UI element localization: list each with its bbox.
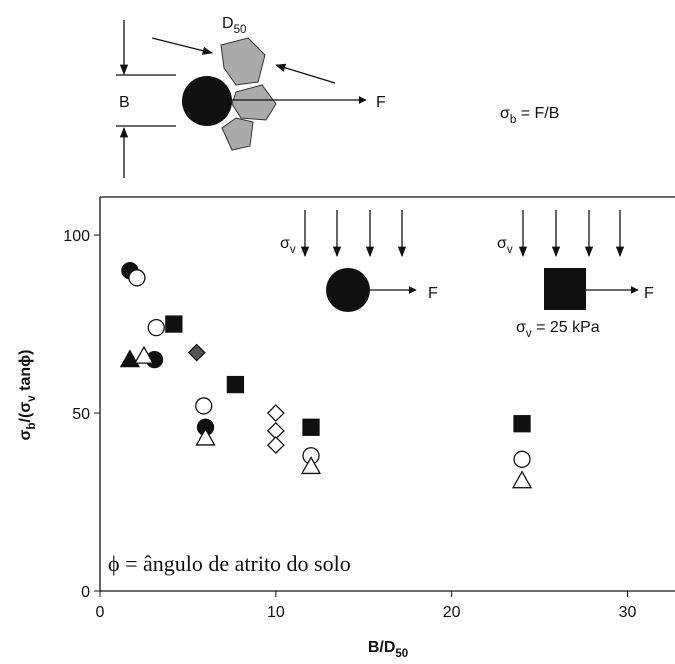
marker — [300, 456, 322, 475]
text-part: σ — [516, 319, 526, 336]
width-label: B — [119, 94, 130, 111]
text-part: 50 — [234, 24, 247, 36]
axes — [99, 196, 675, 592]
marker — [195, 397, 213, 415]
force-label: F — [376, 94, 386, 111]
marker — [513, 450, 531, 468]
text-part: v — [26, 395, 38, 402]
marker — [165, 315, 183, 333]
size-label: D50 — [222, 15, 246, 36]
stress-label: σv — [280, 235, 296, 256]
x-tick-label: 0 — [96, 604, 105, 621]
text-part: = F/B — [516, 105, 559, 122]
inset-circle — [300, 210, 417, 312]
text-part: σ — [280, 235, 290, 252]
text-part: = 25 kPa — [532, 319, 600, 336]
marker — [133, 345, 155, 364]
marker — [302, 418, 320, 436]
text-part: b — [510, 114, 516, 126]
text-part: D — [222, 15, 234, 32]
marker — [266, 436, 285, 454]
inset-square — [518, 210, 639, 310]
text-part: σ — [497, 235, 507, 252]
marker — [187, 343, 206, 362]
force-label: F — [428, 285, 438, 302]
text-part: B/D — [368, 639, 396, 656]
text-part: 50 — [395, 648, 408, 660]
marker — [119, 349, 141, 368]
text-part: σ — [500, 105, 510, 122]
note: ϕ = ângulo de atrito do solo — [108, 551, 351, 576]
marker — [266, 404, 285, 422]
marker — [195, 427, 216, 446]
text-part: v — [507, 244, 513, 256]
x-tick-label: 10 — [267, 604, 285, 621]
marker — [511, 470, 533, 489]
text-part: /(σ — [17, 402, 34, 423]
stress-label: σv — [497, 235, 513, 256]
marker — [226, 375, 245, 394]
x-tick-label: 20 — [443, 604, 461, 621]
y-tick-label: 50 — [72, 406, 90, 423]
text-part: b — [26, 422, 38, 429]
stress-label: σv = 25 kPa — [516, 319, 600, 340]
x-tick-label: 30 — [619, 604, 637, 621]
y-tick-label: 100 — [63, 228, 90, 245]
marker — [513, 415, 531, 433]
equation: σb = F/B — [500, 105, 559, 126]
marker — [128, 269, 146, 287]
marker — [147, 318, 165, 337]
text-part: v — [290, 244, 296, 256]
text-part: v — [526, 328, 532, 340]
x-axis-label: B/D50 — [368, 639, 408, 660]
top-diagram — [116, 20, 367, 178]
force-label: F — [644, 285, 654, 302]
text-part: σ — [17, 429, 34, 440]
y-tick-label: 0 — [81, 584, 90, 601]
text-part: tanϕ) — [17, 350, 34, 396]
y-axis-label: σb/(σv tanϕ) — [17, 350, 38, 441]
